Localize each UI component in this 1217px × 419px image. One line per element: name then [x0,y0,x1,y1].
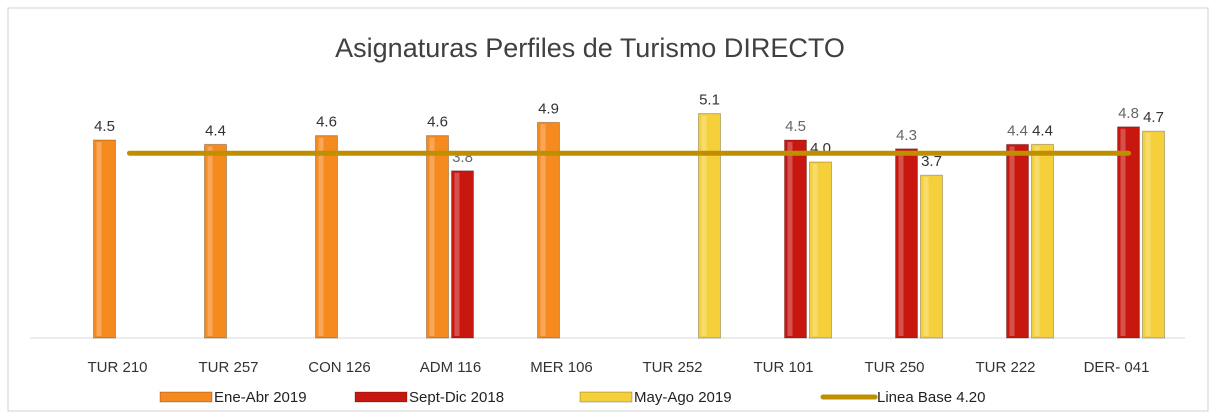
bar [93,139,116,339]
data-label: 4.4 [205,122,226,139]
chart-title: Asignaturas Perfiles de Turismo DIRECTO [335,33,845,63]
x-tick-label: TUR 222 [975,359,1035,376]
bar [315,135,338,339]
x-tick-label: TUR 210 [87,359,147,376]
data-label: 4.5 [785,118,806,135]
bar [1031,143,1054,339]
legend-swatch [354,391,408,403]
data-label: 4.7 [1143,109,1164,126]
data-label: 5.1 [699,92,720,109]
bar [920,174,943,339]
bar [451,170,474,339]
bar [698,113,721,339]
bar-shine [1120,128,1126,336]
legend-label: Sept-Dic 2018 [409,389,504,406]
x-tick-label: DER- 041 [1084,359,1150,376]
data-label: 4.8 [1118,105,1139,122]
legend-label: Linea Base 4.20 [877,389,985,406]
bar [426,135,449,339]
bar [537,121,560,339]
data-label: 4.9 [538,100,559,117]
x-tick-label: CON 126 [308,359,371,376]
bar-shine [701,115,707,336]
x-tick-label: TUR 250 [864,359,924,376]
x-tick-label: MER 106 [530,359,593,376]
data-label: 4.5 [94,118,115,135]
bar [204,143,227,339]
bar-shine [207,146,213,336]
legend-swatch [159,391,213,403]
bar-shine [923,177,929,336]
legend-label: May-Ago 2019 [634,389,732,406]
x-tick-label: ADM 116 [420,359,481,376]
x-tick-label: TUR 101 [753,359,813,376]
bar-shine [96,142,102,336]
data-label: 4.4 [1007,122,1028,139]
bar-shine [454,172,460,336]
chart-border [7,7,1209,412]
bar-shine [812,164,818,336]
bar [1142,130,1165,339]
bar [1006,143,1029,339]
bar-shine [898,150,904,336]
bar-shine [318,137,324,336]
data-label: 4.3 [896,127,917,144]
data-label: 4.4 [1032,122,1053,139]
bar [809,161,832,339]
data-label: 4.6 [427,114,448,131]
x-tick-label: TUR 257 [198,359,258,376]
data-label: 3.7 [921,153,942,170]
bar-shine [429,137,435,336]
bar-shine [1145,133,1151,336]
bar-shine [540,124,546,337]
bar-shine [787,142,793,336]
legend-label: Ene-Abr 2019 [214,389,307,406]
legend-swatch [579,391,633,403]
bar-shine [1009,146,1015,336]
data-label: 4.6 [316,114,337,131]
bar [784,139,807,339]
x-tick-label: TUR 252 [642,359,702,376]
bar [895,148,918,339]
bar [1117,126,1140,339]
bar-shine [1034,146,1040,336]
